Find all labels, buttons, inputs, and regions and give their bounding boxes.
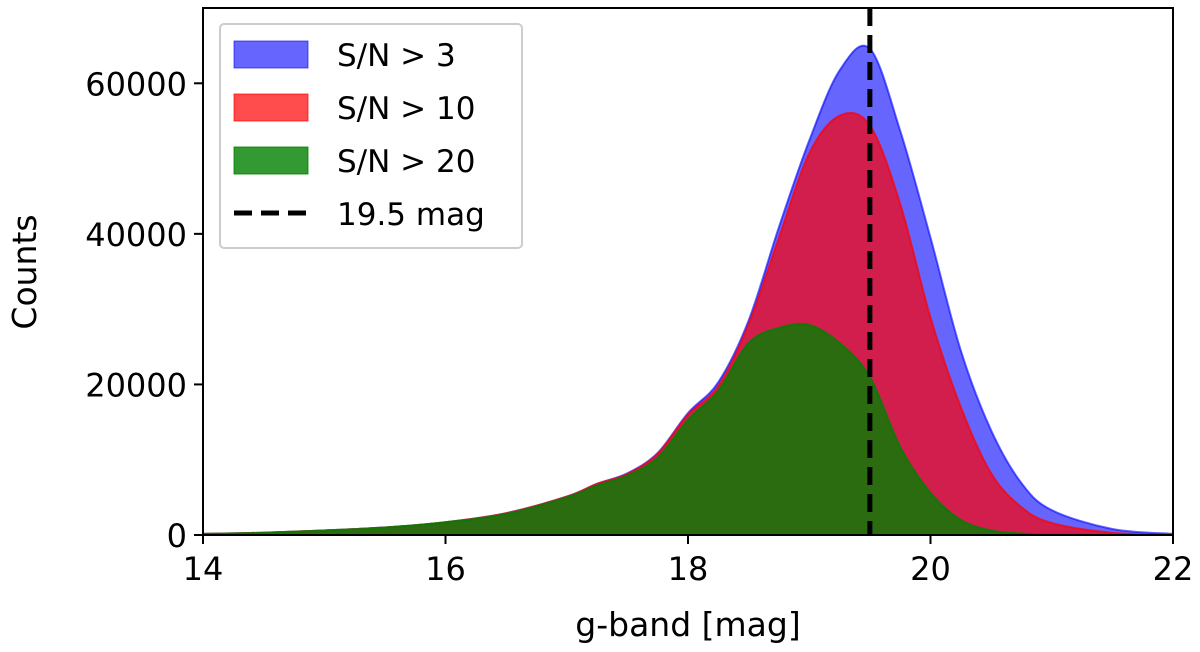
line-series-2 xyxy=(202,322,1174,536)
y-tick-label: 60000 xyxy=(85,65,187,103)
x-tick-label: 14 xyxy=(183,550,224,588)
x-axis-label: g-band [mag] xyxy=(575,605,800,644)
x-tick-label: 18 xyxy=(668,550,709,588)
area-series-1 xyxy=(203,112,1173,535)
x-tick-label: 16 xyxy=(425,550,466,588)
plot-areas xyxy=(202,44,1174,536)
legend-label-sn20: S/N > 20 xyxy=(337,144,475,180)
y-axis-ticks: 0 20000 40000 60000 xyxy=(85,65,203,555)
legend-label-sn3: S/N > 3 xyxy=(337,38,456,74)
legend-frame xyxy=(219,23,523,249)
legend: S/N > 3 S/N > 10 S/N > 20 19.5 mag xyxy=(219,23,523,249)
legend-label-sn10: S/N > 10 xyxy=(337,91,475,127)
legend-swatch-sn10 xyxy=(233,93,309,122)
y-tick-label: 20000 xyxy=(85,366,187,404)
area-series-2 xyxy=(203,323,1173,535)
legend-swatch-sn20 xyxy=(233,146,309,175)
y-tick-label: 40000 xyxy=(85,216,187,254)
y-tick-label: 0 xyxy=(167,517,187,555)
x-axis-ticks: 14 16 18 20 22 xyxy=(183,535,1194,588)
x-tick-label: 20 xyxy=(910,550,951,588)
x-tick-label: 22 xyxy=(1153,550,1194,588)
legend-swatch-sn3 xyxy=(233,40,309,69)
y-axis-label: Counts xyxy=(5,214,44,329)
legend-label-vline: 19.5 mag xyxy=(337,197,485,233)
